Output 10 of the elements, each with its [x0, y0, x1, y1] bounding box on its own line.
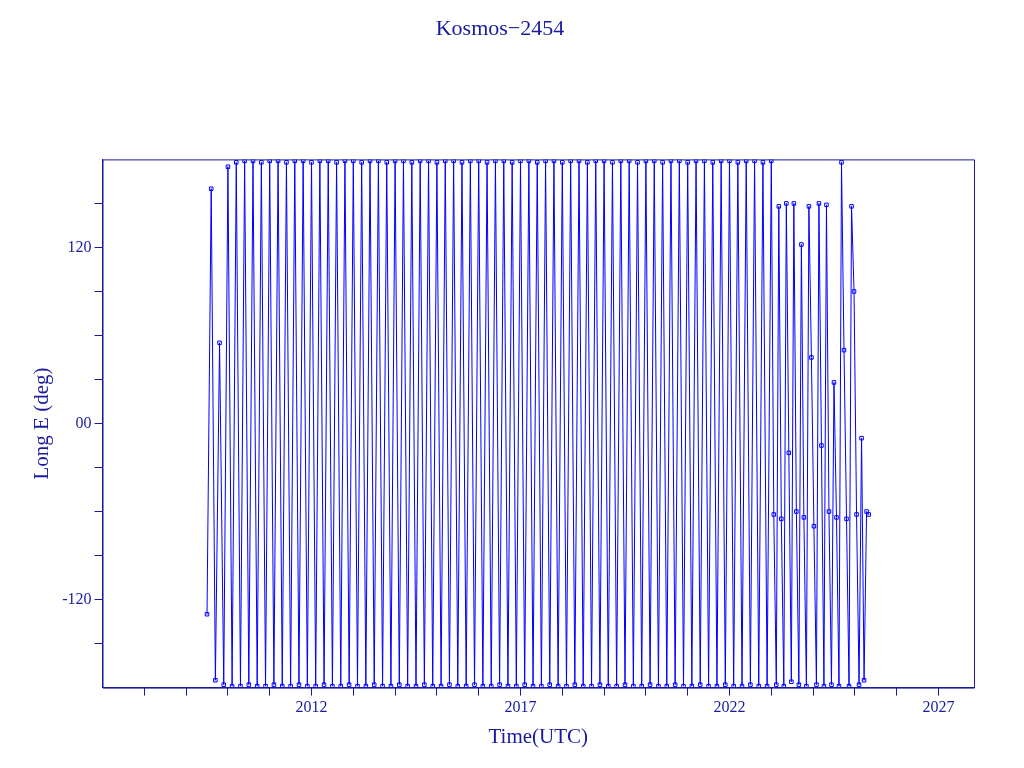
y-tick-label: -120 [62, 589, 92, 607]
x-tick-label: 2022 [713, 698, 746, 716]
y-tick-label: 00 [75, 413, 92, 431]
x-tick-label: 2027 [922, 698, 955, 716]
y-tick-label: 120 [67, 237, 92, 255]
x-tick-label: 2012 [295, 698, 328, 716]
y-axis-title: Long E (deg) [29, 367, 54, 480]
chart-title: Kosmos−2454 [435, 14, 565, 40]
x-tick-label: 2017 [504, 698, 537, 716]
x-axis-title: Time(UTC) [488, 723, 589, 748]
